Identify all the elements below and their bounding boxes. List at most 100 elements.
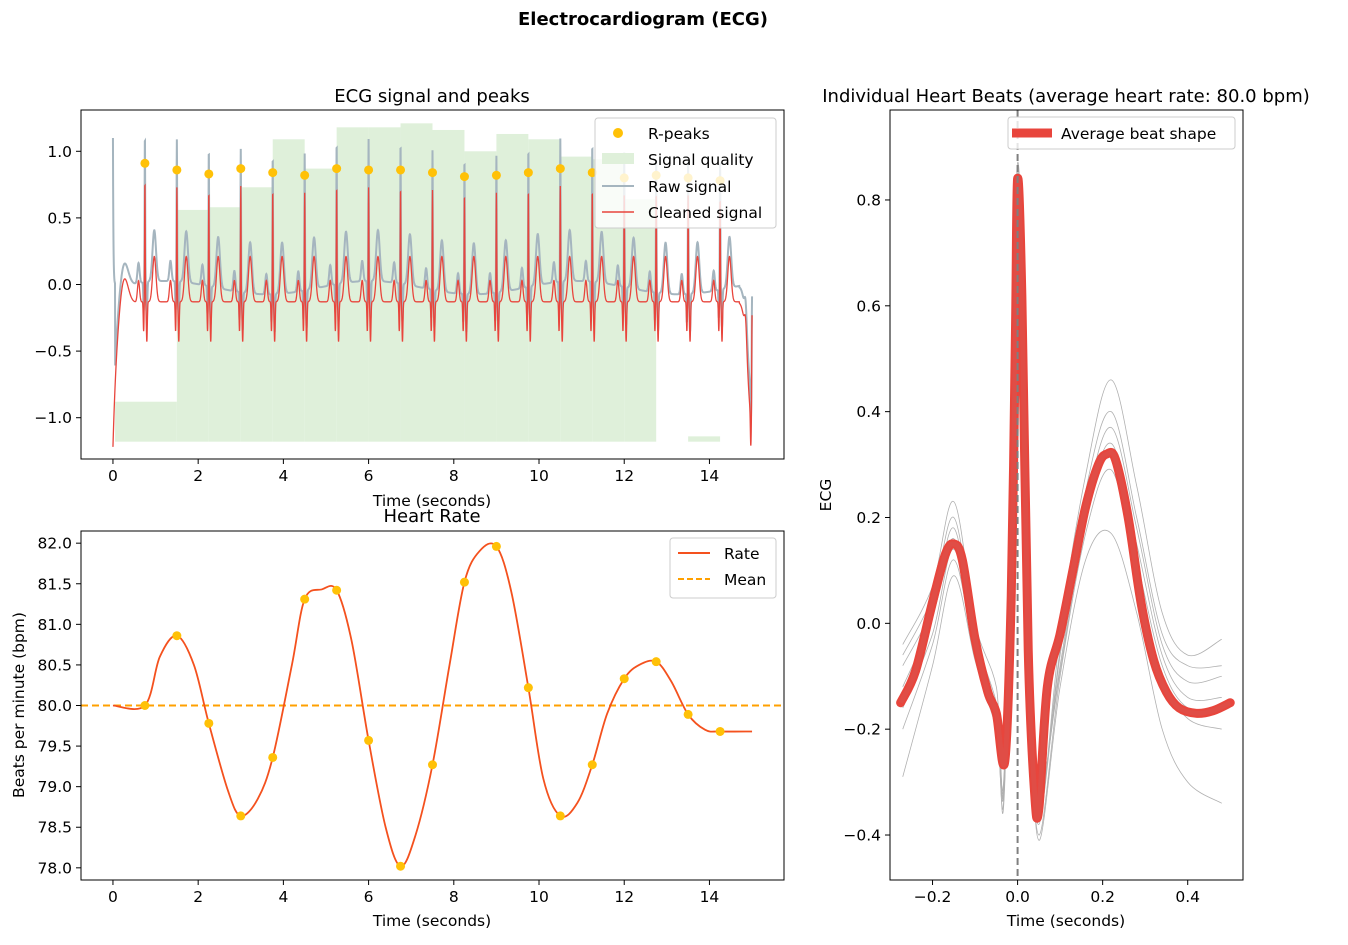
beats-y-ticks: −0.4 −0.2 0.0 0.2 0.4 0.6 0.8 bbox=[843, 191, 890, 845]
ecg-signal-panel: ECG signal and peaks 0 2 4 6 8 10 12 14 −1.0 −0.… bbox=[34, 86, 785, 510]
r-peak-point bbox=[300, 170, 310, 180]
y-tick-label: −0.4 bbox=[843, 827, 881, 845]
x-tick-label: 6 bbox=[364, 467, 374, 485]
beats-x-ticks: −0.2 0.0 0.2 0.4 bbox=[914, 880, 1200, 906]
legend-cleaned-label: Cleaned signal bbox=[648, 204, 762, 222]
legend-raw-label: Raw signal bbox=[648, 178, 731, 196]
rate-point bbox=[555, 811, 565, 821]
r-peak-point bbox=[555, 164, 565, 174]
ecg-panel-title: ECG signal and peaks bbox=[334, 86, 530, 107]
y-tick-label: 0.6 bbox=[856, 297, 881, 315]
x-tick-label: 6 bbox=[364, 888, 374, 906]
y-tick-label: 0.5 bbox=[47, 209, 72, 227]
signal-quality-segment bbox=[115, 401, 177, 442]
signal-quality-segment bbox=[688, 436, 721, 442]
y-tick-label: 81.5 bbox=[37, 575, 72, 593]
rate-point bbox=[651, 657, 661, 667]
y-tick-label: 80.0 bbox=[37, 697, 72, 715]
y-tick-label: 79.0 bbox=[37, 778, 72, 796]
figure-title: Electrocardiogram (ECG) bbox=[518, 9, 768, 30]
hr-y-ticks: 78.0 78.5 79.0 79.5 80.0 80.5 81.0 81.5 82.0 bbox=[37, 535, 81, 877]
raw-signal-line bbox=[111, 137, 754, 421]
y-tick-label: −1.0 bbox=[34, 409, 72, 427]
rate-point bbox=[300, 594, 310, 604]
legend-rpeaks-label: R-peaks bbox=[648, 125, 710, 143]
rate-point bbox=[523, 683, 533, 693]
r-peak-point bbox=[268, 168, 278, 178]
y-tick-label: 80.5 bbox=[37, 656, 72, 674]
x-tick-label: 0.4 bbox=[1175, 888, 1200, 906]
individual-beat-path bbox=[902, 167, 1222, 815]
y-tick-label: 0.2 bbox=[856, 509, 881, 527]
x-tick-label: 12 bbox=[614, 467, 634, 485]
rate-point bbox=[364, 735, 374, 745]
x-tick-label: 0.0 bbox=[1005, 888, 1030, 906]
y-tick-label: −0.2 bbox=[843, 721, 881, 739]
y-tick-label: 0.8 bbox=[856, 191, 881, 209]
x-tick-label: 4 bbox=[278, 467, 288, 485]
legend-quality-swatch bbox=[602, 153, 634, 164]
r-peak-point bbox=[140, 158, 150, 168]
hr-x-label: Time (seconds) bbox=[372, 912, 491, 930]
x-tick-label: 2 bbox=[193, 888, 203, 906]
rate-point bbox=[619, 674, 629, 684]
rate-point bbox=[428, 760, 437, 770]
rate-point bbox=[459, 577, 469, 587]
signal-quality-segment bbox=[208, 207, 241, 442]
rate-point bbox=[332, 585, 342, 595]
ecg-x-label: Time (seconds) bbox=[372, 492, 491, 510]
y-tick-label: 0.4 bbox=[856, 403, 881, 421]
x-tick-label: 10 bbox=[529, 467, 549, 485]
r-peak-point bbox=[172, 165, 182, 175]
rate-point bbox=[204, 718, 214, 728]
x-tick-label: 14 bbox=[700, 888, 720, 906]
ecg-legend: R-peaks Signal quality Raw signal Cleane… bbox=[594, 117, 777, 229]
heart-beats-panel: Individual Heart Beats (average heart ra… bbox=[817, 86, 1310, 930]
rate-point bbox=[491, 541, 501, 551]
r-peak-point bbox=[428, 168, 437, 178]
ecg-y-ticks: −1.0 −0.5 0.0 0.5 1.0 bbox=[34, 143, 81, 427]
r-peak-point bbox=[332, 164, 342, 174]
y-tick-label: 78.5 bbox=[37, 819, 72, 837]
signal-quality-segment bbox=[240, 187, 273, 442]
cleaned-signal-line bbox=[112, 183, 753, 447]
signal-quality-segment bbox=[304, 168, 337, 442]
x-tick-label: −0.2 bbox=[914, 888, 952, 906]
signal-quality-segment bbox=[368, 127, 401, 442]
individual-beat-path bbox=[902, 188, 1222, 836]
average-beat-core bbox=[898, 175, 1232, 821]
x-tick-label: 14 bbox=[700, 467, 720, 485]
cleaned-signal-path bbox=[112, 183, 753, 447]
beats-panel-frame bbox=[889, 109, 1244, 881]
x-tick-label: 4 bbox=[278, 888, 288, 906]
ecg-x-ticks: 0 2 4 6 8 10 12 14 bbox=[108, 459, 719, 485]
y-tick-label: 79.5 bbox=[37, 738, 72, 756]
beats-legend: Average beat shape bbox=[1007, 116, 1236, 150]
x-tick-label: 10 bbox=[529, 888, 549, 906]
legend-mean-label: Mean bbox=[724, 571, 766, 589]
average-beat-line bbox=[896, 173, 1235, 823]
average-beat-path bbox=[896, 173, 1235, 823]
legend-average-label: Average beat shape bbox=[1061, 125, 1216, 143]
y-tick-label: 0.0 bbox=[47, 276, 72, 294]
y-tick-label: 78.0 bbox=[37, 859, 72, 877]
rate-point bbox=[236, 811, 246, 821]
r-peak-point bbox=[204, 169, 214, 179]
rate-point bbox=[172, 631, 182, 641]
legend-rate-label: Rate bbox=[724, 545, 760, 563]
r-peak-point bbox=[236, 164, 246, 174]
r-peak-point bbox=[459, 172, 469, 182]
x-tick-label: 12 bbox=[614, 888, 634, 906]
rate-points bbox=[140, 541, 725, 871]
individual-beat-path bbox=[902, 162, 1222, 825]
r-peak-point bbox=[364, 165, 374, 175]
rate-point bbox=[140, 701, 150, 710]
signal-quality-segment bbox=[176, 209, 209, 442]
r-peak-point bbox=[523, 168, 533, 178]
x-tick-label: 2 bbox=[193, 467, 203, 485]
legend-quality-label: Signal quality bbox=[648, 151, 754, 169]
y-tick-label: 81.0 bbox=[37, 616, 72, 634]
y-tick-label: 0.0 bbox=[856, 615, 881, 633]
beats-y-label: ECG bbox=[817, 479, 835, 512]
